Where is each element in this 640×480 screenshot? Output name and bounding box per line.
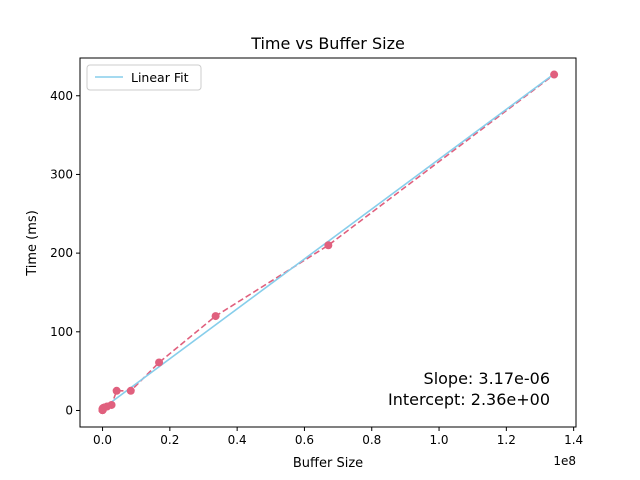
x-tick-label: 0.2 [160,433,179,447]
x-tick-label: 0.0 [93,433,112,447]
data-point [211,312,220,321]
y-tick-label: 0 [65,403,73,417]
legend-label-linear-fit: Linear Fit [131,70,189,85]
x-axis-label: Buffer Size [293,456,363,471]
data-point [324,241,333,250]
data-point [550,70,559,79]
axes-frame [79,57,577,428]
data-point [155,358,164,367]
x-tick-label: 0.8 [362,433,381,447]
data-point [112,386,121,395]
x-tick-label: 1.4 [564,433,583,447]
x-tick-label: 1.2 [497,433,516,447]
y-tick-label: 300 [50,167,73,181]
y-axis: 0 100 200 300 400 [50,89,80,417]
x-axis: 0.0 0.2 0.4 0.6 0.8 1.0 1.2 1.4 [93,427,583,447]
x-tick-label: 0.4 [228,433,247,447]
y-tick-label: 100 [50,325,73,339]
data-point [107,400,116,409]
plot-area [98,70,559,415]
y-tick-label: 400 [50,89,73,103]
chart-title: Time vs Buffer Size [250,34,405,53]
x-tick-label: 1.0 [429,433,448,447]
y-axis-label: Time (ms) [25,210,40,277]
legend: Linear Fit [86,64,202,91]
y-tick-label: 200 [50,246,73,260]
legend-box [86,64,202,91]
data-point [126,386,135,395]
annotation-intercept: Intercept: 2.36e+00 [388,390,550,409]
annotation-slope: Slope: 3.17e-06 [424,369,550,388]
x-tick-label: 0.6 [295,433,314,447]
x-axis-offset-label: 1e8 [553,454,576,468]
